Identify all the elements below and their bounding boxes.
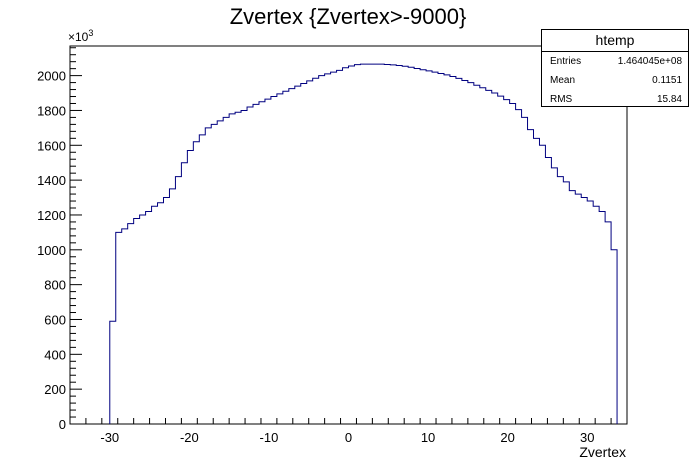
x-tick-label: 0 [345, 430, 352, 445]
stats-row-entries: Entries 1.464045e+08 [542, 53, 688, 71]
y-tick-label: 1000 [37, 243, 66, 258]
x-tick-label: -10 [260, 430, 279, 445]
y-axis-ticks [70, 47, 82, 425]
plot-frame [69, 45, 628, 425]
y-tick-label: 1400 [37, 173, 66, 188]
x-axis-tick-labels: -30 -20 -10 0 10 20 30 [100, 430, 594, 445]
y-tick-label: 0 [59, 417, 66, 432]
x-axis-ticks [69, 418, 628, 424]
stats-box-title: htemp [542, 30, 688, 52]
y-tick-label: 2000 [37, 69, 66, 84]
x-tick-label: 10 [421, 430, 435, 445]
stats-row-rms: RMS 15.84 [542, 91, 688, 109]
stats-row-mean: Mean 0.1151 [542, 72, 688, 90]
stats-box: htemp Entries 1.464045e+08 Mean 0.1151 R… [541, 29, 689, 107]
y-tick-label: 1200 [37, 208, 66, 223]
x-tick-label: 30 [580, 430, 594, 445]
rms-value: 15.84 [656, 94, 682, 105]
x-tick-label: -30 [100, 430, 119, 445]
y-axis-multiplier: ×103 [68, 28, 94, 44]
entries-label: Entries [550, 56, 582, 67]
y-tick-label: 200 [44, 382, 66, 397]
entries-value: 1.464045e+08 [617, 56, 682, 67]
y-tick-label: 1800 [37, 103, 66, 118]
mean-label: Mean [550, 75, 576, 86]
x-tick-label: 20 [500, 430, 514, 445]
y-tick-label: 600 [44, 312, 66, 327]
y-axis-tick-labels: 0 200 400 600 800 1000 1200 1400 1600 1800 2000 [37, 69, 66, 432]
mean-value: 0.1151 [652, 75, 682, 86]
y-tick-label: 800 [44, 278, 66, 293]
chart-title: Zvertex {Zvertex>-9000} [229, 4, 467, 29]
y-tick-label: 400 [44, 347, 66, 362]
x-tick-label: -20 [180, 430, 199, 445]
histogram-line [109, 63, 618, 424]
x-axis-label: Zvertex [579, 444, 626, 460]
rms-label: RMS [550, 94, 573, 105]
y-tick-label: 1600 [37, 138, 66, 153]
